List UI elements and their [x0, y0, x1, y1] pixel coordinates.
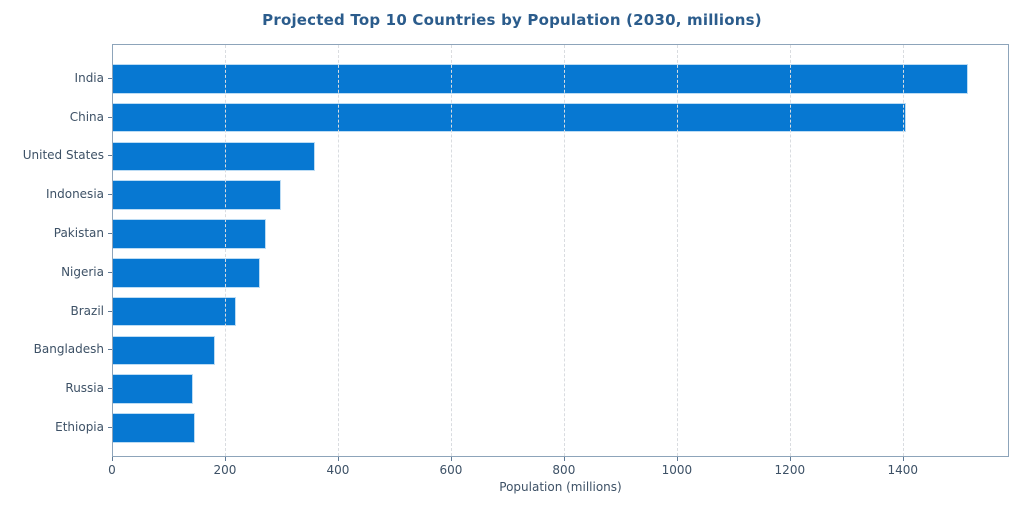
bar-pakistan	[113, 219, 266, 249]
y-tick-label-russia: Russia	[65, 381, 104, 396]
gridline-x-1400	[902, 45, 904, 456]
y-tick-mark	[108, 388, 112, 390]
bar-brazil	[113, 296, 236, 327]
bar-russia	[113, 374, 193, 404]
y-tick-label-ethiopia: Ethiopia	[55, 419, 104, 434]
y-tick-label-brazil: Brazil	[70, 303, 105, 318]
y-tick-mark	[108, 426, 112, 428]
x-tick-label-1200: 1200	[774, 463, 806, 477]
bar-china	[113, 102, 907, 133]
bar-nigeria	[113, 258, 260, 288]
gridline-x-1200	[789, 45, 791, 456]
y-tick-label-united-states: United States	[22, 148, 104, 163]
y-tick-mark	[108, 194, 112, 196]
y-tick-label-china: China	[69, 109, 104, 124]
x-tick-label-400: 400	[326, 463, 350, 477]
x-tick-label-1400: 1400	[887, 463, 919, 477]
y-tick-mark	[108, 349, 112, 351]
x-tick-mark	[563, 457, 565, 461]
x-tick-mark	[902, 457, 904, 461]
chart-title: Projected Top 10 Countries by Population…	[262, 11, 762, 29]
y-tick-label-nigeria: Nigeria	[61, 264, 104, 279]
x-tick-label-200: 200	[213, 463, 237, 477]
y-tick-label-pakistan: Pakistan	[53, 225, 104, 240]
x-tick-label-1000: 1000	[661, 463, 693, 477]
x-tick-mark	[676, 457, 678, 461]
x-tick-mark	[789, 457, 791, 461]
gridline-x-600	[450, 45, 452, 456]
y-tick-label-bangladesh: Bangladesh	[33, 342, 104, 357]
x-tick-label-800: 800	[552, 463, 576, 477]
y-tick-mark	[108, 271, 112, 273]
gridline-x-400	[337, 45, 339, 456]
x-tick-mark	[450, 457, 452, 461]
gridline-x-200	[224, 45, 226, 456]
bar-india	[113, 64, 969, 94]
y-tick-label-india: India	[74, 70, 104, 85]
y-tick-mark	[108, 155, 112, 157]
bar-indonesia	[113, 180, 281, 210]
gridline-x-1000	[676, 45, 678, 456]
x-tick-mark	[337, 457, 339, 461]
x-tick-label-600: 600	[439, 463, 463, 477]
y-tick-mark	[108, 232, 112, 234]
x-tick-label-0: 0	[108, 463, 116, 477]
y-tick-mark	[108, 116, 112, 118]
plot-area	[112, 44, 1009, 457]
gridline-x-800	[563, 45, 565, 456]
y-tick-label-indonesia: Indonesia	[45, 187, 104, 202]
x-axis-label: Population (millions)	[499, 480, 622, 494]
bar-ethiopia	[113, 413, 195, 443]
x-tick-mark	[112, 457, 113, 461]
y-tick-mark	[108, 310, 112, 312]
bar-bangladesh	[113, 335, 215, 366]
x-tick-mark	[224, 457, 226, 461]
y-tick-mark	[108, 77, 112, 79]
bar-united-states	[113, 141, 316, 172]
